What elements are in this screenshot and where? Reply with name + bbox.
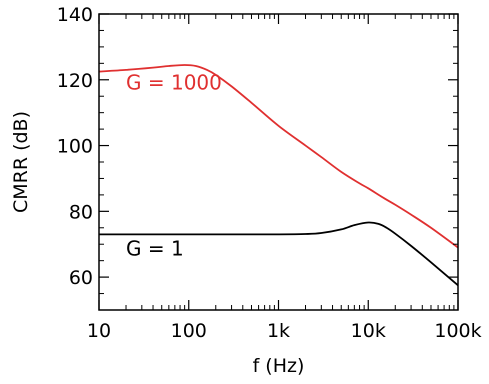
x-tick-label: 100: [171, 320, 207, 342]
tick-labels: 10 100 1k 10k 100k 60 80 100 120 140: [57, 4, 482, 342]
x-tick-label: 10k: [351, 320, 386, 342]
series-line-g-1000: [98, 64, 459, 249]
y-axis-label: CMRR (dB): [10, 111, 32, 213]
y-tick-label: 120: [57, 70, 93, 92]
series-line-g-1: [99, 221, 459, 287]
series-curves: [98, 64, 459, 287]
series-label-g-1000: G = 1000: [126, 71, 222, 95]
series-label-g-1: G = 1: [126, 237, 184, 261]
x-tick-label: 10: [87, 320, 111, 342]
x-tick-label: 1k: [267, 320, 290, 342]
y-tick-label: 100: [57, 136, 93, 158]
y-tick-label: 60: [69, 267, 93, 289]
axis-ticks: [98, 13, 459, 311]
y-tick-label: 80: [69, 201, 93, 223]
y-tick-label: 140: [57, 4, 93, 26]
x-axis-label: f (Hz): [253, 355, 305, 377]
plot-frame: [98, 13, 459, 311]
x-tick-label: 100k: [434, 320, 481, 342]
series-labels: G = 1000 G = 1: [126, 71, 222, 261]
